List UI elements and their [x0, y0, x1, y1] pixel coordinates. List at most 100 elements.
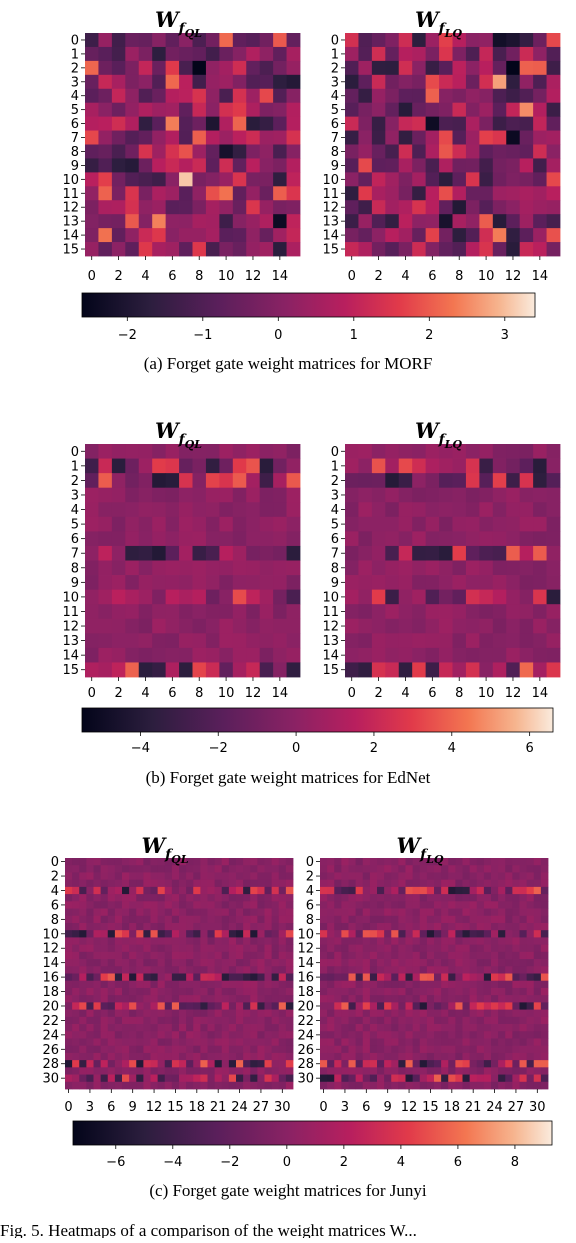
heatmap-cell — [236, 894, 244, 902]
heatmap-cell — [285, 987, 294, 996]
heatmap-cell — [250, 1038, 258, 1047]
heatmap-cell — [228, 865, 237, 873]
heatmap-cell — [398, 966, 406, 974]
heatmap-cell — [193, 1031, 201, 1039]
heatmap-cell — [412, 1002, 421, 1010]
heatmap-cell — [232, 88, 247, 104]
heatmap-cell — [165, 487, 180, 503]
heatmap-cell — [286, 575, 301, 591]
heatmap-cell — [98, 60, 113, 76]
heatmap-cell — [179, 1052, 187, 1061]
heatmap-cell — [348, 879, 357, 888]
heatmap-cell — [93, 879, 102, 888]
heatmap-cell — [152, 647, 167, 663]
y-tick-label: 14 — [297, 956, 314, 971]
heatmap-cell — [540, 872, 549, 881]
heatmap-cell — [371, 647, 386, 663]
heatmap-cell — [469, 858, 478, 866]
heatmap-cell — [546, 545, 561, 561]
heatmap-cell — [250, 894, 258, 902]
y-tick-label: 8 — [306, 913, 314, 928]
heatmap-cell — [358, 444, 373, 459]
heatmap-cell — [441, 1081, 449, 1090]
heatmap-cell — [157, 959, 166, 967]
heatmap-cell — [232, 130, 247, 145]
heatmap-cell — [385, 200, 400, 215]
heatmap-cell — [391, 922, 399, 931]
heatmap-cell — [228, 995, 237, 1003]
heatmap-cell — [250, 922, 258, 931]
heatmap-cell — [334, 1060, 342, 1068]
heatmap-cell — [65, 1060, 73, 1068]
y-tick-label: 2 — [331, 474, 339, 489]
heatmap-cell — [377, 1002, 385, 1010]
heatmap-cell — [426, 1031, 435, 1039]
heatmap-cell — [193, 915, 201, 924]
heatmap-cell — [250, 1016, 258, 1025]
heatmap-cell — [384, 894, 392, 902]
heatmap-cell — [193, 872, 201, 881]
heatmap-cell — [526, 1031, 535, 1039]
heatmap-cell — [273, 589, 287, 605]
heatmap-cell — [205, 633, 220, 649]
heatmap-cell — [138, 560, 153, 576]
heatmap-cell — [65, 915, 73, 924]
heatmap-cell — [111, 74, 126, 90]
heatmap-cell — [348, 1045, 357, 1054]
heatmap-cell — [345, 647, 359, 663]
heatmap-cell — [345, 200, 359, 215]
heatmap-cell — [455, 1052, 463, 1061]
heatmap-cell — [385, 458, 400, 474]
heatmap-cell — [476, 1060, 485, 1068]
heatmap-cell — [179, 633, 193, 649]
heatmap-cell — [259, 242, 274, 257]
heatmap-cell — [341, 886, 349, 895]
figure-footer-text: Fig. 5. Heatmaps of a comparison of the … — [0, 1221, 417, 1238]
heatmap-cell — [150, 995, 159, 1003]
heatmap-cell — [320, 858, 328, 866]
heatmap-cell — [273, 158, 287, 173]
heatmap-cell — [271, 1074, 280, 1083]
heatmap-cell — [125, 458, 140, 474]
heatmap-cell — [425, 242, 440, 257]
heatmap-cell — [512, 930, 520, 938]
heatmap-cell — [157, 995, 166, 1003]
heatmap-cell — [384, 1074, 392, 1083]
heatmap-cell — [358, 186, 373, 201]
heatmap-cell — [465, 531, 480, 547]
heatmap-cell — [192, 88, 207, 104]
heatmap-cell — [157, 858, 166, 866]
heatmap-cell — [491, 1052, 499, 1061]
heatmap-cell — [246, 144, 261, 159]
heatmap-cell — [334, 973, 342, 982]
heatmap-cell — [186, 1038, 194, 1047]
heatmap-cell — [200, 901, 208, 909]
x-tick-label: 0 — [348, 269, 356, 284]
heatmap-cell — [273, 604, 287, 620]
heatmap-cell — [385, 102, 400, 118]
heatmap-cell — [476, 1081, 485, 1090]
heatmap-cell — [491, 980, 499, 989]
heatmap-cell — [426, 995, 435, 1003]
heatmap-cell — [250, 966, 258, 974]
heatmap-cell — [441, 1031, 449, 1039]
heatmap-cell — [434, 879, 442, 888]
heatmap-cell — [506, 158, 521, 173]
heatmap-cell — [143, 980, 151, 989]
heatmap-cell — [327, 865, 335, 873]
heatmap-cell — [479, 130, 494, 145]
heatmap-cell — [512, 1045, 520, 1054]
heatmap-cell — [122, 995, 130, 1003]
heatmap-cell — [85, 214, 99, 229]
heatmap-cell — [369, 858, 378, 866]
heatmap-cell — [371, 545, 386, 561]
heatmap-cell — [273, 116, 287, 131]
heatmap-cell — [228, 908, 237, 917]
heatmap-cell — [384, 1002, 392, 1010]
heatmap-cell — [219, 575, 234, 591]
heatmap-cell — [165, 545, 180, 561]
heatmap-cell — [85, 88, 99, 104]
x-tick-label: 30 — [529, 1100, 546, 1115]
heatmap-cell — [257, 1002, 265, 1010]
heatmap-cell — [243, 937, 251, 946]
